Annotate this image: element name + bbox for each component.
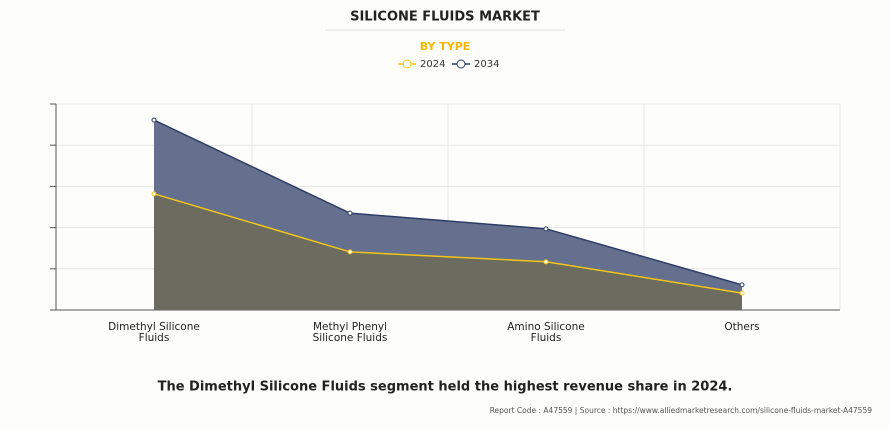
legend-marker [402,59,412,69]
legend-label: 2034 [474,59,499,70]
caption: The Dimethyl Silicone Fluids segment hel… [158,380,733,395]
line [153,193,743,294]
x-tick-label: Methyl Phenyl Silicone Fluids [312,321,388,344]
legend-marker [456,59,466,69]
chart-subtitle: BY TYPE [420,40,471,53]
line [153,119,743,286]
point [739,290,745,296]
legend-label: 2024 [420,59,445,70]
footer: Report Code : A47559 | Source : https://… [490,406,873,415]
x-tick-label: Others [724,321,760,333]
point [151,117,157,123]
point [543,259,549,265]
x-tick-label: Dimethyl Silicone Fluids [108,321,200,344]
point [347,249,353,255]
chart-title: SILICONE FLUIDS MARKET [350,10,540,25]
point [151,191,157,197]
x-tick-label: Amino Silicone Fluids [507,321,585,344]
point [543,226,549,232]
point [347,210,353,216]
point [739,282,745,288]
area [154,193,742,310]
